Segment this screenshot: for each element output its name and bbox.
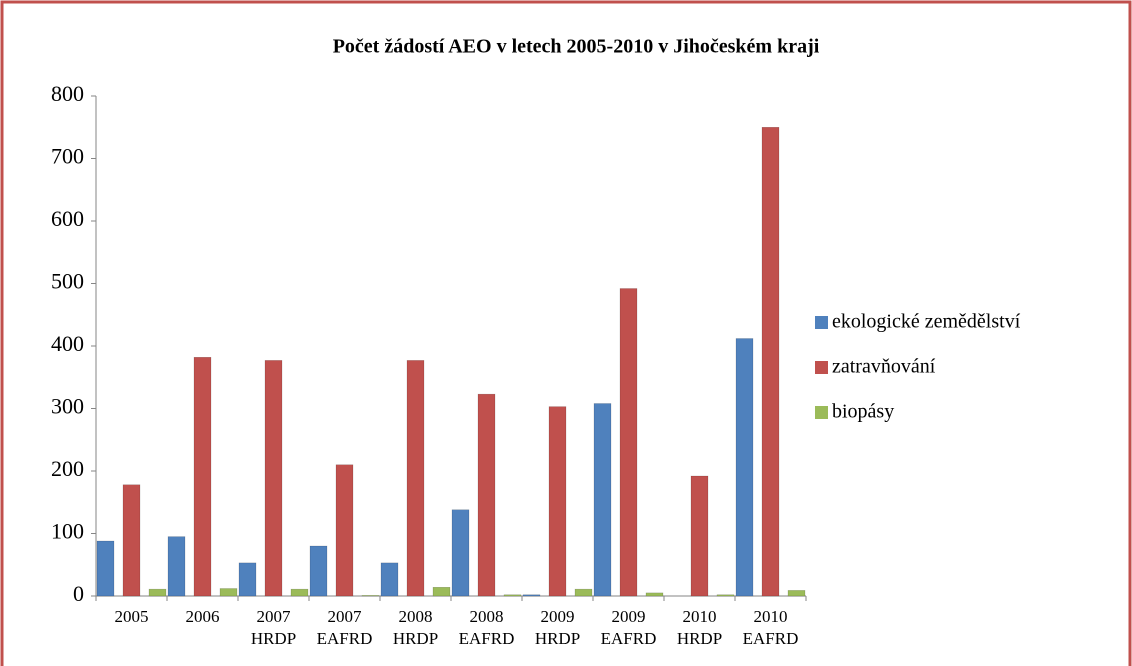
bar	[761, 127, 780, 597]
x-tick-label: 2009 HRDP	[535, 607, 580, 648]
bar	[477, 393, 496, 597]
y-tick-label: 0	[73, 581, 84, 606]
bar	[264, 360, 283, 597]
bar	[193, 357, 212, 597]
bar	[548, 406, 567, 597]
y-tick-label: 400	[51, 331, 84, 356]
bar	[122, 484, 141, 597]
bar	[309, 545, 328, 597]
bar	[645, 592, 664, 597]
bar	[238, 562, 257, 597]
x-tick-label: 2009 EAFRD	[601, 607, 657, 648]
bar	[167, 536, 186, 597]
y-tick-label: 800	[51, 81, 84, 106]
x-tick-label: 2007 EAFRD	[317, 607, 373, 648]
chart-title: Počet žádostí AEO v letech 2005-2010 v J…	[333, 36, 820, 58]
y-tick-label: 200	[51, 456, 84, 481]
y-tick-label: 300	[51, 394, 84, 419]
x-tick-label: 2006	[186, 607, 220, 626]
y-tick-label: 500	[51, 269, 84, 294]
x-tick-label: 2008 EAFRD	[459, 607, 515, 648]
bar	[522, 594, 541, 597]
legend-label: zatravňování	[832, 356, 936, 378]
bar	[432, 587, 451, 597]
bar	[380, 562, 399, 597]
bar	[735, 338, 754, 597]
bar	[716, 594, 735, 597]
x-tick-label: 2008 HRDP	[393, 607, 438, 648]
legend-swatch	[815, 316, 828, 329]
bar	[290, 588, 309, 597]
legend-swatch	[815, 361, 828, 374]
bar	[406, 360, 425, 597]
bar	[335, 464, 354, 597]
bar	[148, 588, 167, 597]
x-tick-label: 2005	[115, 607, 149, 626]
legend-swatch	[815, 406, 828, 419]
bar	[503, 594, 522, 597]
legend-label: ekologické zemědělství	[832, 311, 1021, 333]
y-tick-label: 600	[51, 206, 84, 231]
y-tick-label: 700	[51, 144, 84, 169]
bar	[96, 540, 115, 597]
y-tick-label: 100	[51, 519, 84, 544]
bar	[219, 588, 238, 597]
bar	[361, 595, 380, 597]
bar	[451, 509, 470, 597]
bar	[619, 288, 638, 597]
bar	[593, 403, 612, 597]
x-tick-label: 2007 HRDP	[251, 607, 296, 648]
x-tick-label: 2010 HRDP	[677, 607, 722, 648]
legend-label: biopásy	[832, 401, 894, 423]
bar	[787, 590, 806, 597]
bar	[690, 475, 709, 597]
x-tick-label: 2010 EAFRD	[743, 607, 799, 648]
bar	[574, 588, 593, 597]
